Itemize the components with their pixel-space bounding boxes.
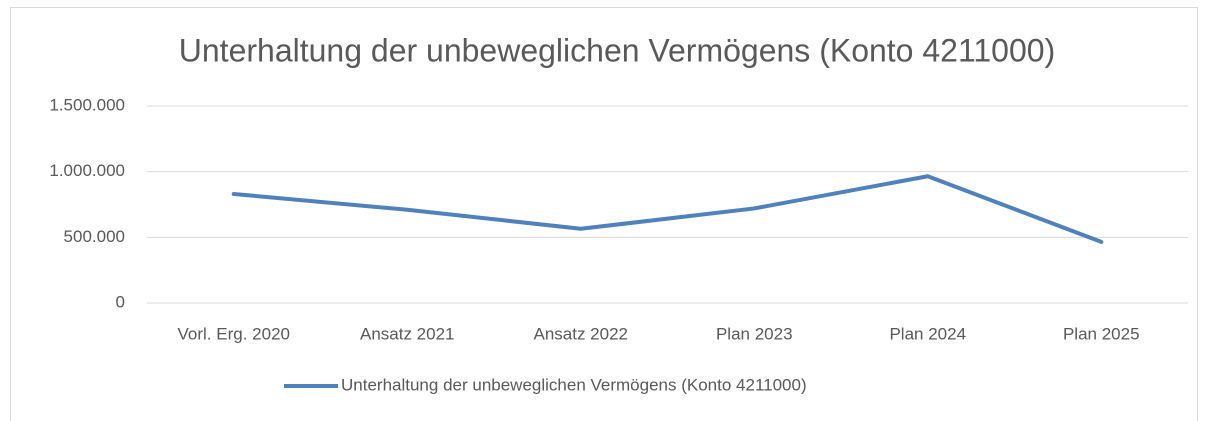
y-tick-label: 500.000 <box>64 227 125 246</box>
x-tick-label: Ansatz 2021 <box>360 324 455 343</box>
legend-label: Unterhaltung der unbeweglichen Vermögens… <box>341 375 807 394</box>
chart-title: Unterhaltung der unbeweglichen Vermögens… <box>179 32 1055 68</box>
chart-border <box>10 7 1198 421</box>
x-tick-label: Vorl. Erg. 2020 <box>178 324 290 343</box>
x-tick-label: Plan 2025 <box>1063 324 1140 343</box>
y-tick-label: 1.500.000 <box>49 95 125 114</box>
y-tick-label: 1.000.000 <box>49 161 125 180</box>
data-line <box>231 174 1104 244</box>
x-tick-label: Plan 2023 <box>716 324 793 343</box>
y-tick-label: 0 <box>116 292 125 311</box>
x-tick-label: Plan 2024 <box>889 324 966 343</box>
x-tick-label: Ansatz 2022 <box>533 324 628 343</box>
